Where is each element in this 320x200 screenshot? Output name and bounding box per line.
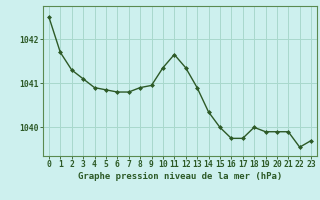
X-axis label: Graphe pression niveau de la mer (hPa): Graphe pression niveau de la mer (hPa) — [78, 172, 282, 181]
